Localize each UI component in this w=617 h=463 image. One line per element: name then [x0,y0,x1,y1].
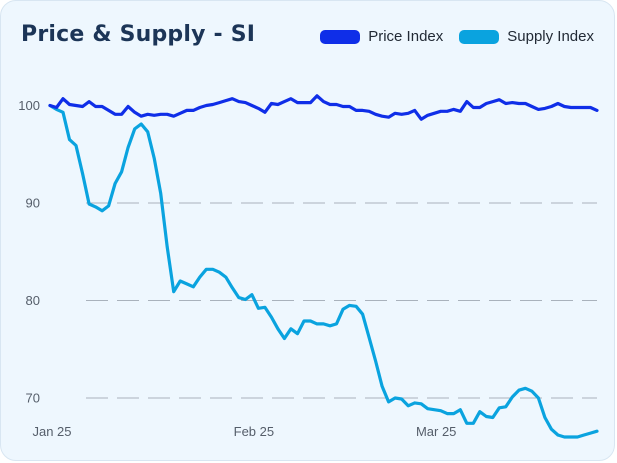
y-tick-label-90: 90 [26,196,40,211]
y-tick-label-80: 80 [26,293,40,308]
chart-legend: Price Index Supply Index [304,28,594,45]
x-tick-label-0: Jan 25 [32,424,71,439]
chart-title: Price & Supply - SI [21,22,256,47]
y-tick-label-100: 100 [18,98,40,113]
x-tick-label-1: Feb 25 [234,424,274,439]
x-tick-label-2: Mar 25 [416,424,456,439]
legend-swatch-supply [459,29,500,44]
legend-label-supply: Supply Index [507,28,594,45]
series-line-price-index [48,94,599,121]
legend-item-supply[interactable]: Supply Index [459,28,594,45]
legend-label-price: Price Index [368,28,444,45]
legend-swatch-price [320,29,361,44]
legend-item-price[interactable]: Price Index [320,28,443,45]
y-tick-label-70: 70 [26,391,40,406]
series-line-supply-index [48,103,599,439]
